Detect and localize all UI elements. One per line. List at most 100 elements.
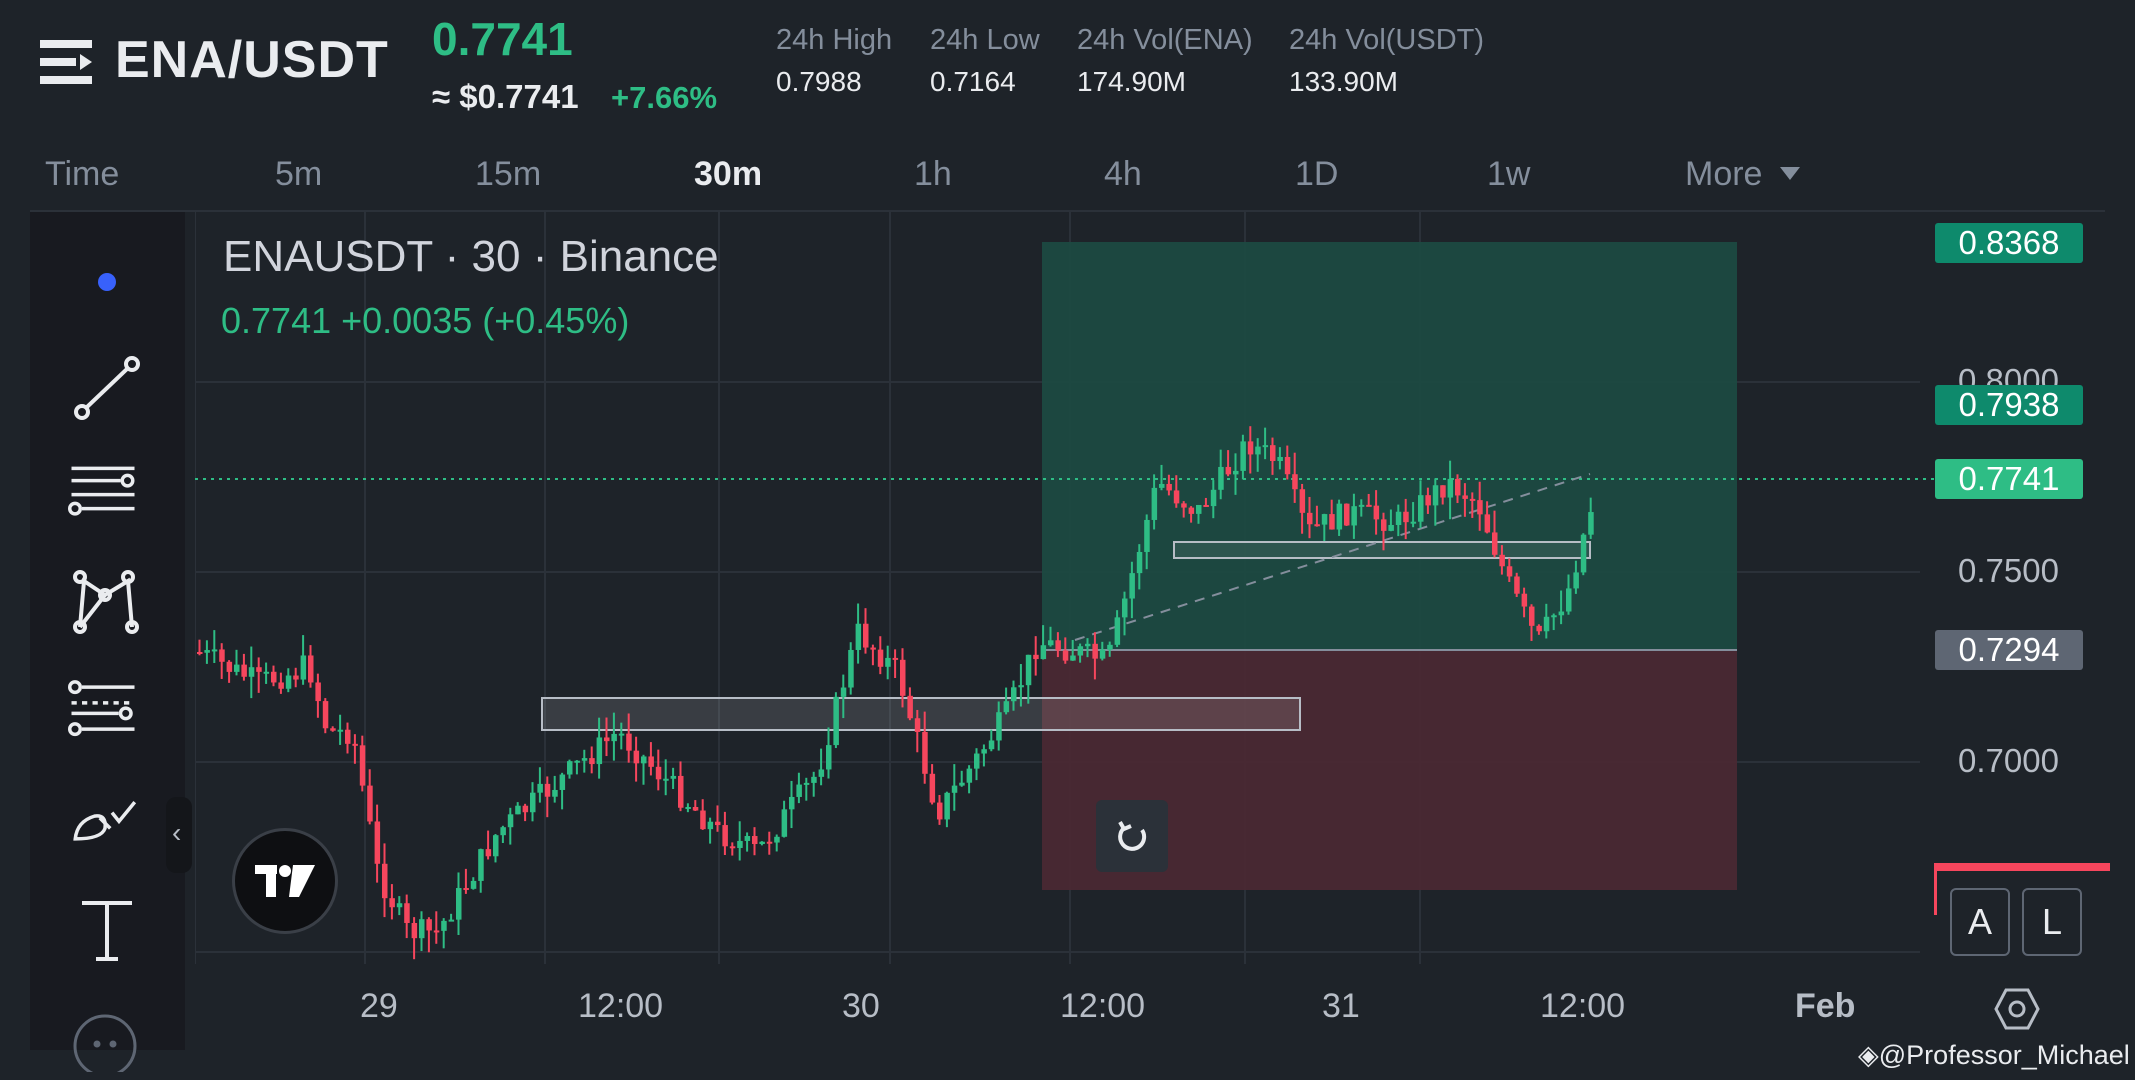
candle-body: [1107, 644, 1113, 650]
tab-4h[interactable]: 4h: [1104, 155, 1142, 193]
candle-body: [485, 849, 492, 857]
tab-5m[interactable]: 5m: [275, 155, 323, 193]
log-scale-button[interactable]: L: [2022, 888, 2082, 956]
tab-30m[interactable]: 30m: [694, 155, 763, 193]
more-icon[interactable]: [70, 1002, 140, 1072]
candle-body: [1122, 598, 1128, 618]
candle-body: [1536, 625, 1542, 632]
candle-body: [1381, 519, 1387, 531]
fib-icon[interactable]: [68, 674, 138, 744]
candle-body: [1514, 576, 1520, 594]
auto-scale-button[interactable]: A: [1950, 888, 2010, 956]
candle-body: [1166, 483, 1172, 491]
candle-body: [404, 903, 410, 923]
text-icon[interactable]: [72, 895, 142, 965]
candle-body: [1077, 646, 1084, 656]
stat-value-vol-usdt: 133.90M: [1289, 66, 1398, 97]
candle-body: [1225, 466, 1232, 475]
candle-body: [1040, 645, 1047, 660]
candle-body: [1247, 441, 1254, 455]
tradingview-logo: [232, 828, 338, 934]
divider: [30, 210, 2105, 212]
candle-body: [1521, 593, 1528, 607]
tab-1d[interactable]: 1D: [1295, 155, 1339, 193]
candle-body: [759, 841, 765, 845]
candle-body: [500, 827, 506, 836]
candle-body: [1092, 643, 1098, 659]
menu-icon[interactable]: [40, 38, 92, 86]
time-axis-label: 12:00: [578, 987, 664, 1025]
candle-body: [1573, 572, 1579, 589]
candle-body: [1033, 654, 1039, 660]
candle-body: [1270, 445, 1276, 462]
candle-body: [1203, 504, 1209, 507]
candle-body: [522, 805, 529, 813]
candle-body: [1351, 506, 1357, 526]
candle-body: [1329, 514, 1335, 530]
candle-body: [596, 737, 603, 765]
candle-body: [678, 775, 684, 808]
pair-title[interactable]: ENA/USDT: [115, 31, 389, 89]
candle-body: [1440, 485, 1446, 498]
caret-down-icon[interactable]: [1780, 167, 1800, 180]
trend-line-icon[interactable]: [72, 352, 142, 422]
settings-icon[interactable]: [1994, 986, 2040, 1032]
candle-body: [996, 712, 1002, 741]
candle-body: [811, 776, 817, 783]
candlestick-chart[interactable]: [195, 212, 1935, 972]
candle-body: [752, 836, 758, 845]
tab-more[interactable]: More: [1685, 155, 1763, 193]
horizontal-lines-icon[interactable]: [68, 457, 138, 527]
candle-body: [1358, 504, 1365, 507]
candle-body: [1062, 650, 1069, 661]
reset-chart-button[interactable]: [1096, 800, 1168, 872]
chart-ohlc-values: 0.7741 +0.0035 (+0.45%): [221, 300, 630, 341]
candle-body: [374, 821, 381, 864]
candle-body: [256, 667, 262, 672]
candle-body: [611, 733, 617, 742]
candle-body: [1447, 478, 1454, 498]
candle-body: [507, 814, 514, 828]
candle-body: [1344, 503, 1350, 526]
candle-body: [633, 750, 640, 764]
candle-body: [456, 888, 462, 920]
candle-body: [1048, 640, 1054, 646]
candle-body: [863, 623, 869, 648]
drawing-toolbar: [30, 212, 185, 1072]
stat-value-low: 0.7164: [930, 66, 1016, 97]
candle-body: [707, 821, 714, 830]
brush-icon[interactable]: [70, 782, 140, 852]
dot-icon[interactable]: [72, 257, 142, 327]
candle-body: [411, 922, 418, 939]
entry-price-tag: 0.7294: [1935, 630, 2083, 670]
candle-body: [1277, 456, 1283, 462]
candle-body: [337, 729, 344, 732]
candle-body: [781, 809, 788, 837]
candle-body: [1455, 478, 1461, 496]
candle-body: [1336, 503, 1343, 530]
tab-1h[interactable]: 1h: [914, 155, 952, 193]
candle-body: [818, 769, 825, 777]
trend-line: [1074, 473, 1591, 641]
candle-body: [322, 701, 329, 729]
candle-body: [552, 789, 558, 797]
stat-value-vol-ena: 174.90M: [1077, 66, 1186, 97]
candle-body: [1529, 606, 1535, 626]
tab-15m[interactable]: 15m: [475, 155, 542, 193]
candle-body: [1588, 512, 1594, 535]
stat-label-vol-ena: 24h Vol(ENA): [1077, 24, 1253, 56]
candle-body: [833, 696, 839, 746]
pattern-icon[interactable]: [70, 567, 140, 637]
candle-body: [892, 657, 899, 660]
candle-body: [285, 675, 292, 689]
candle-body: [574, 760, 580, 763]
candle-body: [1240, 441, 1246, 471]
collapse-toolbar-button[interactable]: ‹: [166, 797, 192, 873]
tab-1w[interactable]: 1w: [1487, 155, 1531, 193]
time-axis-label: 12:00: [1060, 987, 1146, 1025]
candle-body: [789, 796, 795, 810]
tab-time[interactable]: Time: [45, 155, 120, 193]
liquidation-marker: [1934, 863, 2110, 871]
candle-body: [589, 758, 595, 765]
candle-body: [1566, 588, 1572, 612]
